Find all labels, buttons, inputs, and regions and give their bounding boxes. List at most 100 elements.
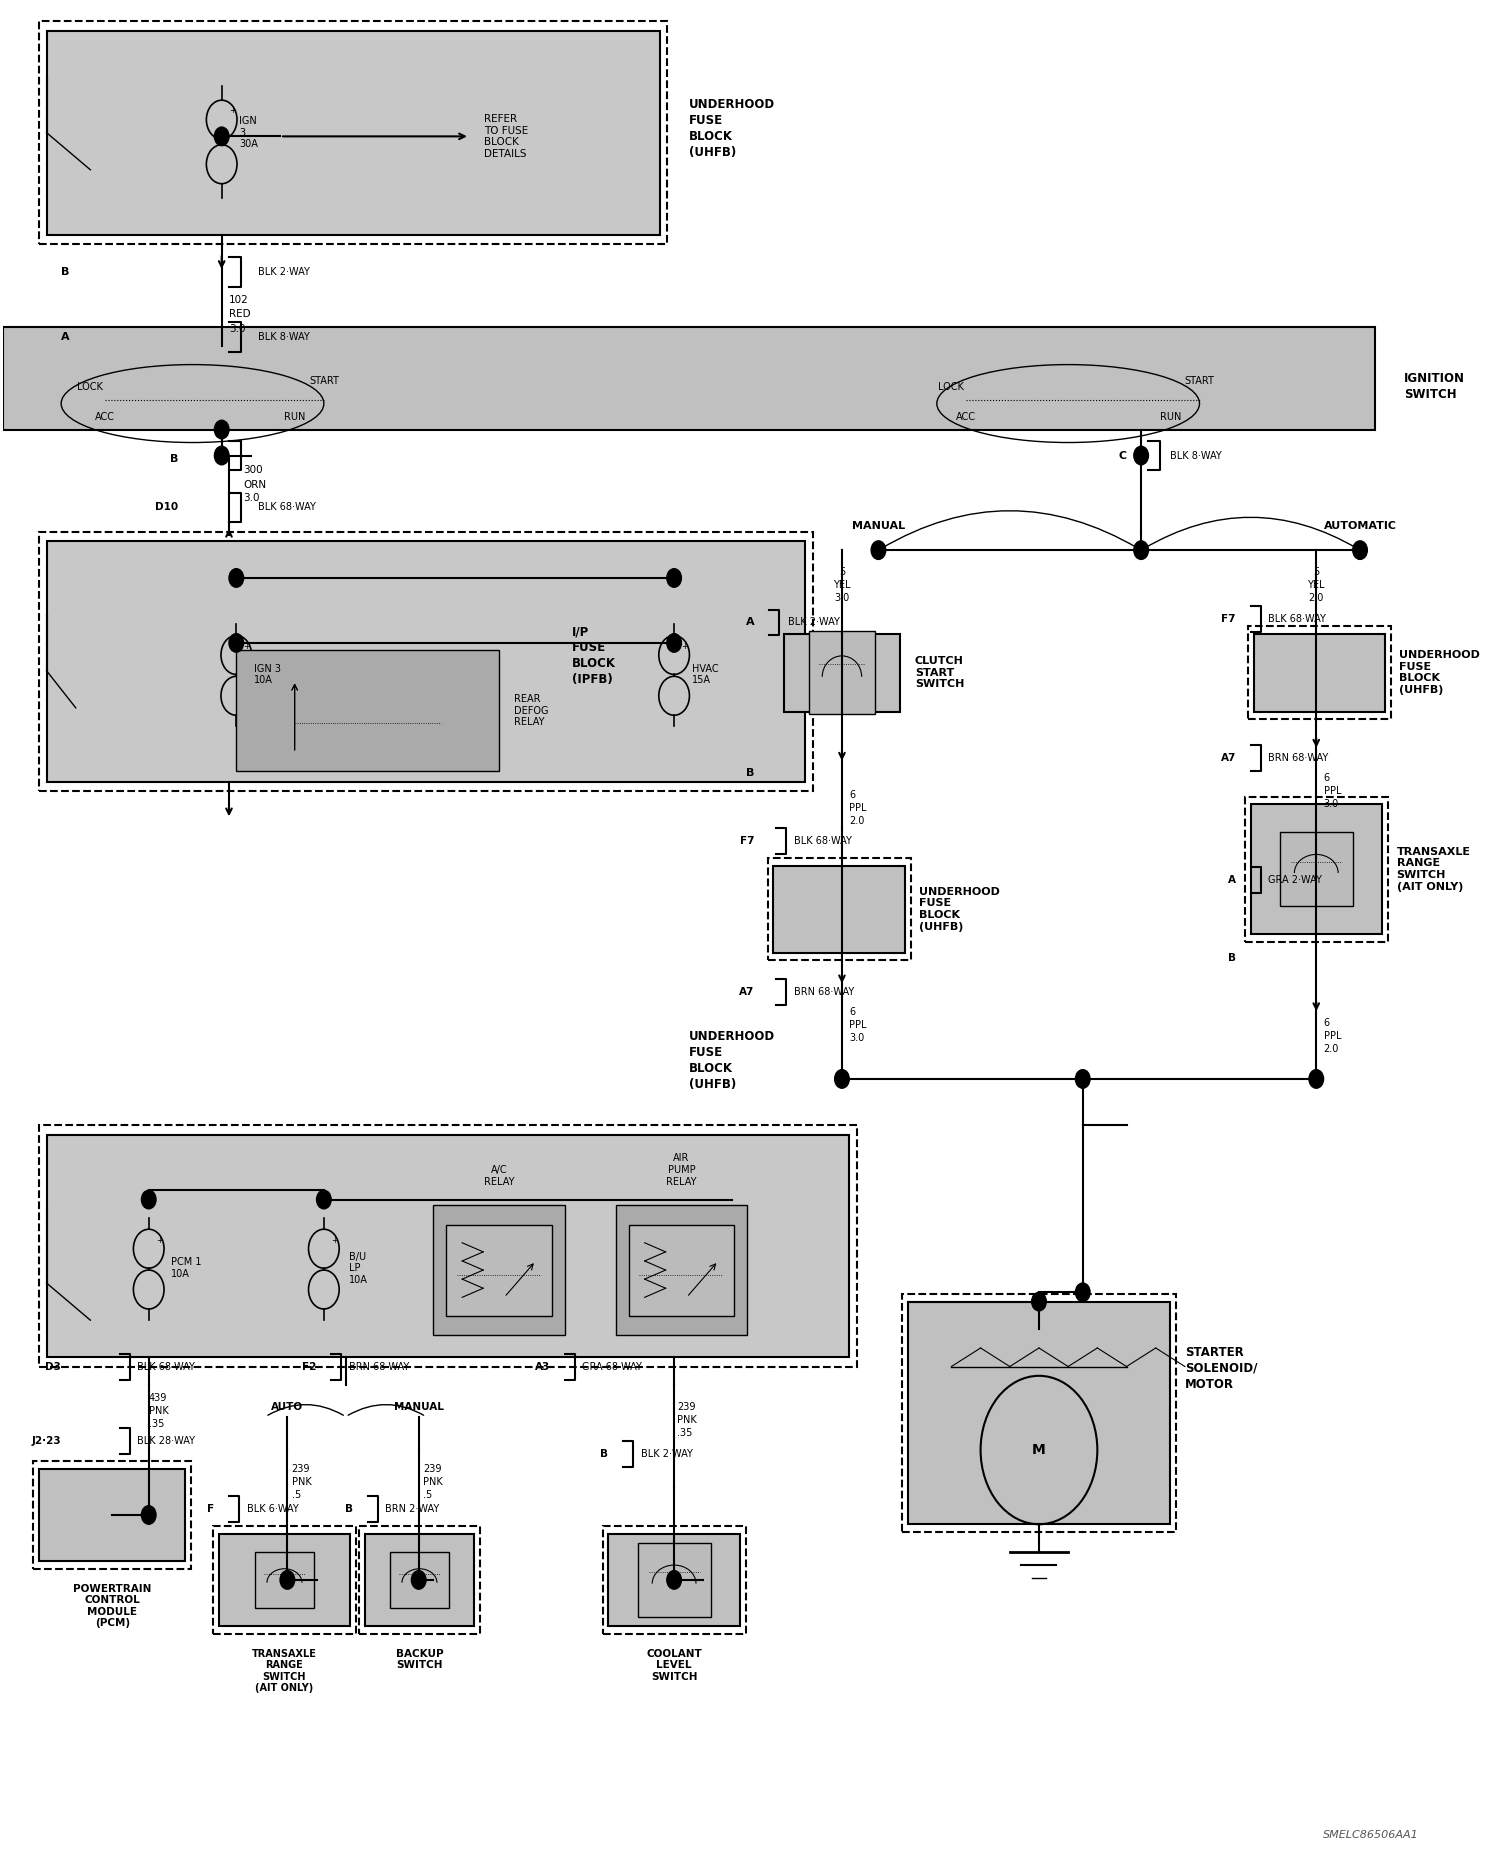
Circle shape bbox=[229, 633, 244, 651]
Text: D3: D3 bbox=[45, 1362, 61, 1372]
FancyBboxPatch shape bbox=[365, 1533, 474, 1627]
FancyBboxPatch shape bbox=[908, 1301, 1170, 1524]
Text: A: A bbox=[61, 331, 70, 342]
Circle shape bbox=[871, 542, 886, 560]
Text: BRN 68·WAY: BRN 68·WAY bbox=[349, 1362, 408, 1372]
Circle shape bbox=[214, 447, 229, 465]
Text: PNK: PNK bbox=[678, 1416, 697, 1426]
Text: ACC: ACC bbox=[956, 411, 975, 422]
Text: A/C
RELAY: A/C RELAY bbox=[483, 1165, 515, 1187]
Circle shape bbox=[214, 421, 229, 439]
Text: HVAC
15A: HVAC 15A bbox=[691, 664, 718, 685]
Text: B: B bbox=[61, 266, 69, 277]
Text: MANUAL: MANUAL bbox=[393, 1403, 444, 1412]
Text: 3.0: 3.0 bbox=[835, 594, 850, 603]
Text: F: F bbox=[208, 1504, 214, 1515]
Text: BLK 68·WAY: BLK 68·WAY bbox=[259, 502, 316, 512]
Text: BLK 68·WAY: BLK 68·WAY bbox=[138, 1362, 194, 1372]
Text: IGN
3
30A: IGN 3 30A bbox=[239, 115, 259, 149]
Text: 239: 239 bbox=[678, 1403, 696, 1412]
Text: 5: 5 bbox=[1313, 568, 1319, 577]
FancyBboxPatch shape bbox=[628, 1225, 735, 1316]
Text: LOCK: LOCK bbox=[938, 382, 965, 393]
Circle shape bbox=[1076, 1282, 1091, 1301]
Text: UNDERHOOD
FUSE
BLOCK
(UHFB): UNDERHOOD FUSE BLOCK (UHFB) bbox=[920, 886, 1001, 932]
Text: B: B bbox=[1228, 953, 1236, 964]
Text: I/P
FUSE
BLOCK
(IPFB): I/P FUSE BLOCK (IPFB) bbox=[571, 625, 616, 687]
FancyBboxPatch shape bbox=[809, 631, 875, 715]
Text: PPL: PPL bbox=[850, 804, 866, 813]
FancyBboxPatch shape bbox=[256, 1552, 314, 1608]
FancyBboxPatch shape bbox=[616, 1206, 747, 1334]
Circle shape bbox=[411, 1571, 426, 1589]
Circle shape bbox=[667, 1571, 681, 1589]
Text: AUTOMATIC: AUTOMATIC bbox=[1324, 521, 1397, 530]
Text: 2.0: 2.0 bbox=[1324, 1044, 1339, 1053]
Text: BACKUP
SWITCH: BACKUP SWITCH bbox=[395, 1649, 443, 1669]
Text: 3.0: 3.0 bbox=[1324, 800, 1339, 810]
Text: 6: 6 bbox=[850, 791, 856, 800]
Text: 300: 300 bbox=[244, 465, 263, 475]
Text: M: M bbox=[1032, 1442, 1046, 1457]
FancyBboxPatch shape bbox=[390, 1552, 449, 1608]
FancyBboxPatch shape bbox=[46, 1135, 850, 1357]
Text: F7: F7 bbox=[1222, 614, 1236, 623]
Text: 2.0: 2.0 bbox=[1309, 594, 1324, 603]
Circle shape bbox=[1134, 542, 1149, 560]
Text: 6: 6 bbox=[1324, 774, 1330, 783]
FancyBboxPatch shape bbox=[46, 542, 805, 782]
Text: START: START bbox=[308, 376, 338, 387]
Text: BLK 6·WAY: BLK 6·WAY bbox=[247, 1504, 298, 1515]
Text: RUN: RUN bbox=[284, 411, 305, 422]
Circle shape bbox=[835, 1070, 850, 1089]
Text: MANUAL: MANUAL bbox=[851, 521, 905, 530]
Text: PNK: PNK bbox=[292, 1476, 311, 1487]
Text: GRA 68·WAY: GRA 68·WAY bbox=[582, 1362, 642, 1372]
Circle shape bbox=[229, 569, 244, 588]
Text: B: B bbox=[747, 769, 754, 778]
Text: PPL: PPL bbox=[850, 1020, 866, 1031]
Text: +: + bbox=[681, 642, 688, 651]
FancyBboxPatch shape bbox=[1254, 633, 1385, 711]
Text: UNDERHOOD
FUSE
BLOCK
(UHFB): UNDERHOOD FUSE BLOCK (UHFB) bbox=[688, 99, 775, 160]
Text: REAR
DEFOG
RELAY: REAR DEFOG RELAY bbox=[513, 694, 548, 728]
Circle shape bbox=[1032, 1292, 1046, 1310]
Text: BLK 68·WAY: BLK 68·WAY bbox=[794, 836, 851, 847]
Circle shape bbox=[1076, 1070, 1091, 1089]
Text: RED: RED bbox=[229, 309, 251, 320]
Text: C: C bbox=[1119, 450, 1126, 460]
Text: 239: 239 bbox=[423, 1463, 441, 1474]
Text: PCM 1
10A: PCM 1 10A bbox=[171, 1258, 200, 1279]
Text: SMELC86506AA1: SMELC86506AA1 bbox=[1322, 1829, 1418, 1841]
Circle shape bbox=[280, 1571, 295, 1589]
Text: REFER
TO FUSE
BLOCK
DETAILS: REFER TO FUSE BLOCK DETAILS bbox=[485, 114, 528, 158]
Text: YEL: YEL bbox=[833, 581, 851, 590]
Text: B/U
LP
10A: B/U LP 10A bbox=[349, 1252, 368, 1284]
Text: +: + bbox=[229, 106, 236, 115]
Text: ORN: ORN bbox=[244, 480, 266, 489]
Circle shape bbox=[214, 127, 229, 145]
Text: B: B bbox=[169, 454, 178, 463]
Text: BLK 28·WAY: BLK 28·WAY bbox=[138, 1435, 194, 1446]
Circle shape bbox=[142, 1506, 156, 1524]
Text: BLK 68·WAY: BLK 68·WAY bbox=[1269, 614, 1325, 623]
Text: .5: .5 bbox=[423, 1489, 432, 1500]
Text: 2.0: 2.0 bbox=[850, 815, 865, 826]
FancyBboxPatch shape bbox=[446, 1225, 552, 1316]
Text: +: + bbox=[244, 642, 250, 651]
Text: F7: F7 bbox=[741, 836, 754, 847]
Text: PNK: PNK bbox=[148, 1407, 169, 1416]
Circle shape bbox=[1309, 1070, 1324, 1089]
Circle shape bbox=[317, 1191, 331, 1210]
Circle shape bbox=[1352, 542, 1367, 560]
Text: F2: F2 bbox=[302, 1362, 317, 1372]
Text: BLK 2·WAY: BLK 2·WAY bbox=[259, 266, 310, 277]
Text: 5: 5 bbox=[839, 568, 845, 577]
Text: UNDERHOOD
FUSE
BLOCK
(UHFB): UNDERHOOD FUSE BLOCK (UHFB) bbox=[1399, 649, 1481, 694]
Text: B: B bbox=[600, 1448, 609, 1459]
Text: +: + bbox=[156, 1236, 163, 1245]
Text: 3.0: 3.0 bbox=[229, 324, 245, 335]
Text: IGN 3
10A: IGN 3 10A bbox=[254, 664, 281, 685]
Text: .35: .35 bbox=[148, 1420, 165, 1429]
Text: +: + bbox=[331, 1236, 338, 1245]
